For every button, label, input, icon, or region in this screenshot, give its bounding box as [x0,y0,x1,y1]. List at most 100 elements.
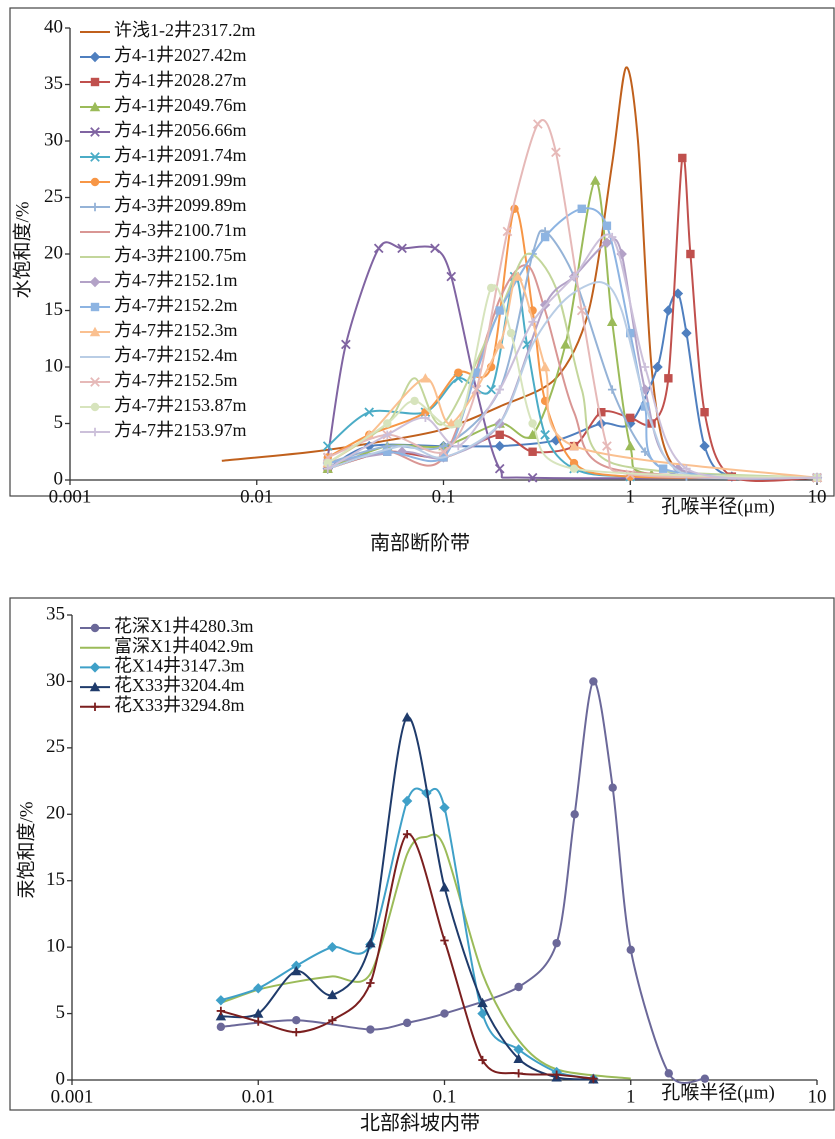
marker [402,830,412,839]
marker [486,384,497,395]
marker [700,1074,710,1083]
legend-marker [89,51,101,63]
marker [373,243,384,254]
y-tick-label: 10 [44,355,63,376]
marker [472,368,481,377]
marker [438,446,449,457]
legend-item: 方4-7井2153.97m [80,420,247,440]
marker [401,712,413,722]
marker [607,232,617,242]
marker [601,237,613,248]
y-tick-label: 0 [56,1068,66,1089]
marker [494,339,505,349]
marker [397,243,407,254]
legend-item: 方4-7井2152.5m [80,370,238,390]
marker [410,396,419,406]
x-tick-label: 0.1 [432,486,456,507]
chart: 0 5 10 15 20 25 30 35 0.001 0.01 0.1 1 10 孔喉半径(μm) 汞饱和… [9,597,835,1135]
legend-item: 花X33井3204.4m [80,675,245,695]
legend-marker [90,202,100,212]
y-tick-label: 30 [46,670,65,691]
legend-label: 富深X1井4042.9m [114,636,254,656]
legend-item: 方4-7井2153.87m [80,395,247,415]
marker [495,385,504,394]
y-tick-label: 25 [46,736,65,757]
legend-marker [89,101,101,112]
legend-item: 方4-3井2100.71m [80,220,247,240]
marker [664,374,673,383]
x-tick-label: 10 [808,1086,827,1107]
marker [540,232,550,242]
legend-marker [90,177,100,187]
marker [366,1025,375,1034]
marker [328,1016,337,1025]
series-line [327,252,818,479]
x-tick-label: 0.01 [242,1086,275,1107]
y-tick-label: 10 [46,936,65,957]
marker [439,441,448,451]
x-tick-label: 0.01 [240,486,273,507]
x-tick-label: 0.001 [51,1086,94,1107]
marker [640,402,650,411]
marker [590,175,601,185]
x-tick-label: 1 [626,486,636,507]
marker [506,328,516,338]
marker [540,429,550,440]
marker [494,463,505,474]
marker [640,362,650,372]
marker [678,153,687,163]
marker [616,248,627,260]
y-tick-label: 20 [46,803,65,824]
legend-item: 方4-7井2152.1m [80,270,238,290]
marker [454,419,463,428]
marker [608,783,617,792]
x-axis-label: 孔喉半径(μm) [661,1081,775,1103]
legend-item: 方4-1井2091.99m [80,170,247,190]
x-tick-label: 10 [808,486,827,507]
legend-item: 许浅1-2井2317.2m [80,20,256,40]
marker [446,418,457,428]
marker [454,368,463,377]
x-tick-label: 0.001 [49,486,92,507]
marker [681,327,692,339]
marker [292,1027,301,1037]
legend-label: 方4-7井2152.2m [114,295,238,315]
chart-caption: 北部斜坡内带 [360,1112,480,1135]
series-line [327,264,818,479]
marker [513,1053,524,1063]
marker [215,1011,227,1021]
chart-caption: 南部断阶带 [370,532,470,555]
marker [539,361,551,372]
y-tick-label: 40 [44,16,63,37]
legend-label: 方4-7井2152.1m [114,270,238,290]
legend-marker [90,427,100,437]
marker [478,1055,487,1065]
marker [216,1006,226,1016]
marker [569,464,579,473]
legend-marker [89,681,101,692]
marker [528,447,537,456]
marker [322,441,333,451]
series-line [327,284,818,479]
marker [533,119,543,129]
legend-item: 方4-3井2100.75m [80,245,247,265]
x-tick-label: 1 [626,1086,636,1107]
legend-marker [90,377,100,387]
x-axis-label: 孔喉半径(μm) [661,495,775,517]
legend-item: 方4-7井2152.3m [80,320,238,340]
legend-marker [90,152,100,162]
legend-marker [89,276,101,288]
series-line [327,275,818,479]
y-tick-label: 20 [44,242,63,263]
legend-marker [90,77,100,87]
marker [327,941,338,953]
marker [570,810,579,819]
marker [383,419,392,428]
marker [607,385,617,394]
marker [528,317,537,326]
legend-item: 方4-3井2099.89m [80,195,247,215]
marker [528,419,537,428]
legend-label: 方4-7井2152.4m [114,345,238,365]
marker [625,440,636,451]
marker [514,982,523,992]
